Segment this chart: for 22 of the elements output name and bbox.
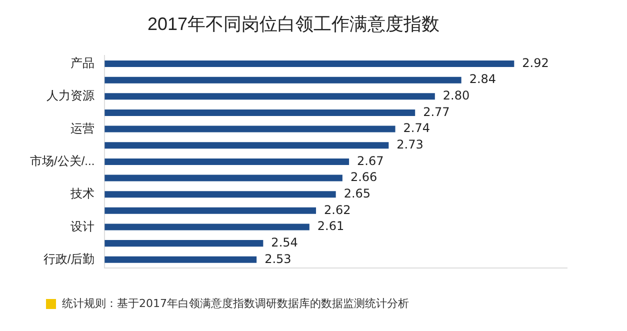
data-label: 2.66 bbox=[350, 170, 378, 184]
data-label: 2.67 bbox=[357, 154, 384, 168]
data-label: 2.61 bbox=[317, 219, 344, 234]
y-tick-label: 行政/后勤 bbox=[43, 252, 95, 266]
data-label: 2.54 bbox=[271, 235, 298, 250]
y-tick-label: 市场/公关/... bbox=[30, 154, 95, 168]
data-label: 2.65 bbox=[344, 186, 371, 200]
data-label: 2.74 bbox=[403, 121, 430, 136]
chart-title: 2017年不同岗位白领工作满意度指数 bbox=[147, 14, 440, 34]
y-tick-label: 设计 bbox=[70, 219, 95, 234]
data-label: 2.53 bbox=[264, 252, 292, 266]
data-label: 2.80 bbox=[442, 88, 470, 103]
y-tick-label: 运营 bbox=[70, 121, 95, 136]
text: 统计规则：基于2017年白领满意度指数调研数据库的数据监测统计分析 bbox=[62, 296, 409, 311]
data-label: 2.77 bbox=[423, 104, 450, 119]
data-label: 2.84 bbox=[469, 72, 496, 86]
data-label: 2.92 bbox=[522, 56, 549, 70]
y-tick-label: 人力资源 bbox=[46, 88, 95, 103]
data-label: 2.73 bbox=[396, 138, 424, 152]
y-tick-label: 产品 bbox=[70, 56, 95, 70]
data-label: 2.62 bbox=[324, 202, 351, 217]
y-tick-label: 技术 bbox=[70, 186, 95, 201]
